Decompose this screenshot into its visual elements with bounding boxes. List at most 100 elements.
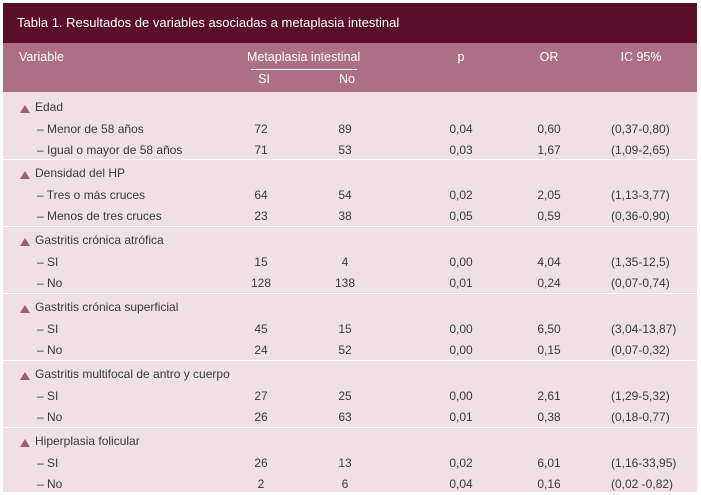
row-label: – No bbox=[37, 410, 63, 424]
cell-si: 27 bbox=[254, 389, 268, 403]
row-label: – SI bbox=[37, 322, 59, 336]
table-row: – SI 26 13 0,02 6,01 (1,16-33,95) bbox=[3, 453, 697, 473]
table-row: – Igual o mayor de 58 años 71 53 0,03 1,… bbox=[3, 140, 697, 160]
cell-p: 0,01 bbox=[449, 410, 473, 424]
row-label: – SI bbox=[37, 255, 59, 269]
cell-no: 4 bbox=[341, 255, 349, 269]
row-divider bbox=[3, 360, 697, 361]
row-label: – No bbox=[37, 477, 63, 491]
cell-no: 38 bbox=[338, 209, 352, 223]
cell-ic: (0,07-0,32) bbox=[611, 343, 670, 357]
cell-no: 25 bbox=[338, 389, 352, 403]
table-row: – No 24 52 0,00 0,15 (0,07-0,32) bbox=[3, 340, 697, 360]
cell-no: 15 bbox=[338, 322, 352, 336]
cell-ic: (0,18-0,77) bbox=[611, 410, 670, 424]
table-row: – Menos de tres cruces 23 38 0,05 0,59 (… bbox=[3, 206, 697, 226]
cell-no: 52 bbox=[338, 343, 352, 357]
cell-or: 0,60 bbox=[537, 122, 561, 136]
row-label: – No bbox=[37, 276, 63, 290]
cell-or: 0,16 bbox=[537, 477, 561, 491]
cell-ic: (0,02 -0,82) bbox=[611, 477, 674, 491]
table-caption: Tabla 1. Resultados de variables asociad… bbox=[3, 3, 697, 43]
cell-or: 0,59 bbox=[537, 209, 561, 223]
cell-si: 72 bbox=[254, 122, 268, 136]
cell-ic: (0,36-0,90) bbox=[611, 209, 670, 223]
header-p: p bbox=[457, 50, 465, 64]
cell-p: 0,00 bbox=[449, 322, 473, 336]
cell-or: 1,67 bbox=[537, 143, 561, 157]
row-divider bbox=[3, 159, 697, 160]
cell-p: 0,04 bbox=[449, 477, 473, 491]
group-label: Gastritis crónica superficial bbox=[35, 300, 179, 314]
header-variable: Variable bbox=[19, 50, 64, 64]
group-label: Hiperplasia folicular bbox=[35, 434, 140, 448]
cell-si: 15 bbox=[254, 255, 268, 269]
cell-p: 0,00 bbox=[449, 389, 473, 403]
table-row: – No 128 138 0,01 0,24 (0,07-0,74) bbox=[3, 273, 697, 293]
cell-no: 63 bbox=[338, 410, 352, 424]
group-row: Densidad del HP bbox=[3, 163, 697, 183]
cell-or: 6,50 bbox=[537, 322, 561, 336]
group-row: Gastritis crónica superficial bbox=[3, 297, 697, 317]
group-row: Gastritis crónica atrófica bbox=[3, 230, 697, 250]
group-label: Edad bbox=[35, 100, 64, 114]
table-row: – Menor de 58 años 72 89 0,04 0,60 (0,37… bbox=[3, 119, 697, 139]
cell-si: 26 bbox=[254, 410, 268, 424]
cell-p: 0,00 bbox=[449, 255, 473, 269]
triangle-bullet-icon bbox=[20, 372, 30, 380]
cell-p: 0,01 bbox=[449, 276, 473, 290]
triangle-bullet-icon bbox=[20, 105, 30, 113]
cell-no: 138 bbox=[334, 276, 356, 290]
table-header: Variable Metaplasia intestinal SI No p O… bbox=[3, 43, 697, 92]
table-body: Edad – Menor de 58 años 72 89 0,04 0,60 … bbox=[3, 92, 697, 492]
group-label: Gastritis crónica atrófica bbox=[35, 233, 164, 247]
cell-no: 54 bbox=[338, 188, 352, 202]
cell-or: 2,05 bbox=[537, 188, 561, 202]
cell-no: 89 bbox=[338, 122, 352, 136]
group-label: Densidad del HP bbox=[35, 166, 126, 180]
cell-si: 2 bbox=[257, 477, 265, 491]
cell-si: 24 bbox=[254, 343, 268, 357]
group-label: Gastritis multifocal de antro y cuerpo bbox=[35, 367, 230, 381]
cell-ic: (1,09-2,65) bbox=[611, 143, 670, 157]
row-label: – Igual o mayor de 58 años bbox=[37, 143, 183, 157]
cell-or: 4,04 bbox=[537, 255, 561, 269]
header-or: OR bbox=[539, 50, 559, 64]
cell-si: 71 bbox=[254, 143, 268, 157]
row-label: – Tres o más cruces bbox=[37, 188, 146, 202]
cell-ic: (0,07-0,74) bbox=[611, 276, 670, 290]
row-label: – SI bbox=[37, 389, 59, 403]
group-row: Hiperplasia folicular bbox=[3, 431, 697, 451]
cell-no: 6 bbox=[341, 477, 349, 491]
cell-ic: (1,29-5,32) bbox=[611, 389, 670, 403]
cell-p: 0,02 bbox=[449, 188, 473, 202]
row-divider bbox=[3, 293, 697, 294]
table-frame: Tabla 1. Resultados de variables asociad… bbox=[3, 3, 697, 492]
header-ic: IC 95% bbox=[620, 50, 662, 64]
cell-p: 0,05 bbox=[449, 209, 473, 223]
cell-si: 23 bbox=[254, 209, 268, 223]
row-label: – Menos de tres cruces bbox=[37, 209, 162, 223]
cell-or: 0,38 bbox=[537, 410, 561, 424]
group-row: Gastritis multifocal de antro y cuerpo bbox=[3, 364, 697, 384]
table-row: – SI 15 4 0,00 4,04 (1,35-12,5) bbox=[3, 252, 697, 272]
cell-p: 0,02 bbox=[449, 456, 473, 470]
cell-or: 0,24 bbox=[537, 276, 561, 290]
cell-si: 45 bbox=[254, 322, 268, 336]
cell-no: 53 bbox=[338, 143, 352, 157]
triangle-bullet-icon bbox=[20, 305, 30, 313]
group-row: Edad bbox=[3, 97, 697, 117]
cell-ic: (1,13-3,77) bbox=[611, 188, 670, 202]
cell-p: 0,04 bbox=[449, 122, 473, 136]
cell-p: 0,03 bbox=[449, 143, 473, 157]
table-row: – No 2 6 0,04 0,16 (0,02 -0,82) bbox=[3, 474, 697, 494]
row-label: – No bbox=[37, 343, 63, 357]
row-divider bbox=[3, 427, 697, 428]
triangle-bullet-icon bbox=[20, 171, 30, 179]
header-si: SI bbox=[258, 72, 270, 86]
table-row: – Tres o más cruces 64 54 0,02 2,05 (1,1… bbox=[3, 185, 697, 205]
cell-ic: (1,16-33,95) bbox=[611, 456, 677, 470]
cell-or: 0,15 bbox=[537, 343, 561, 357]
cell-ic: (0,37-0,80) bbox=[611, 122, 670, 136]
table-row: – SI 45 15 0,00 6,50 (3,04-13,87) bbox=[3, 319, 697, 339]
